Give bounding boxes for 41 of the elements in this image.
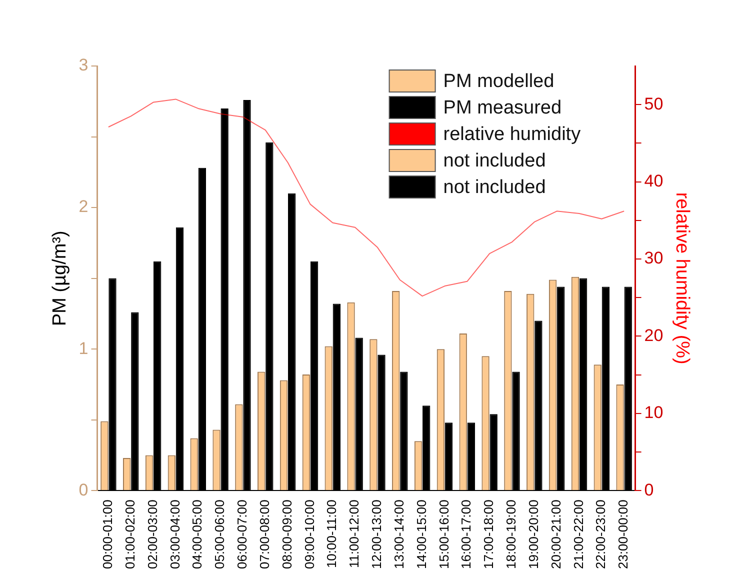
x-tick-label: 17:00-18:00: [481, 500, 496, 570]
y2-tick-label: 30: [644, 248, 664, 268]
x-tick-label: 05:00-06:00: [212, 500, 228, 570]
legend-label: not included: [443, 177, 546, 198]
x-tick-label: 00:00-01:00: [100, 500, 116, 570]
x-tick-label: 21:00-22:00: [570, 500, 586, 570]
x-tick-label: 20:00-21:00: [548, 500, 564, 570]
x-tick-label: 07:00-08:00: [256, 500, 272, 570]
y2-tick-label: 20: [644, 326, 664, 345]
x-tick-label: 23:00-00:00: [616, 500, 631, 570]
y-tick-label: 2: [78, 197, 88, 216]
y-tick-label: 0: [78, 480, 88, 500]
y2-tick-label: 0: [644, 480, 654, 500]
legend-label: not included: [443, 150, 546, 172]
x-tick-label: 02:00-03:00: [144, 500, 160, 570]
x-tick-label: 03:00-04:00: [167, 500, 182, 570]
x-tick-label: 16:00-17:00: [458, 500, 474, 570]
y2-tick-label: 10: [644, 403, 664, 422]
x-tick-label: 12:00-13:00: [369, 500, 384, 570]
x-tick-label: 15:00-16:00: [436, 500, 452, 570]
x-tick-label: 06:00-07:00: [234, 500, 250, 570]
y2-tick-label: 40: [644, 171, 664, 190]
y-tick-label: 1: [78, 338, 88, 358]
legend-label: relative humidity: [443, 124, 582, 146]
x-tick-label: 09:00-10:00: [302, 500, 317, 570]
legend-label: PM measured: [443, 98, 562, 119]
y2-tick-label: 50: [644, 94, 664, 114]
y-tick-label: 3: [78, 56, 88, 75]
x-tick-label: 01:00-02:00: [122, 500, 138, 570]
y-axis-title: PM (µg/m³): [50, 230, 71, 326]
x-tick-label: 22:00-23:00: [593, 500, 608, 570]
x-tick-label: 18:00-19:00: [504, 500, 519, 570]
legend-label: PM modelled: [443, 71, 554, 92]
x-tick-label: 08:00-09:00: [279, 500, 294, 570]
x-tick-label: 11:00-12:00: [346, 500, 362, 568]
x-tick-label: 14:00-15:00: [414, 500, 429, 570]
x-tick-label: 19:00-20:00: [526, 500, 541, 570]
x-tick-label: 10:00-11:00: [324, 500, 340, 568]
x-tick-label: 13:00-14:00: [391, 500, 406, 570]
x-tick-label: 04:00-05:00: [190, 500, 205, 570]
y2-axis-title: relative humidity (%): [671, 192, 692, 364]
